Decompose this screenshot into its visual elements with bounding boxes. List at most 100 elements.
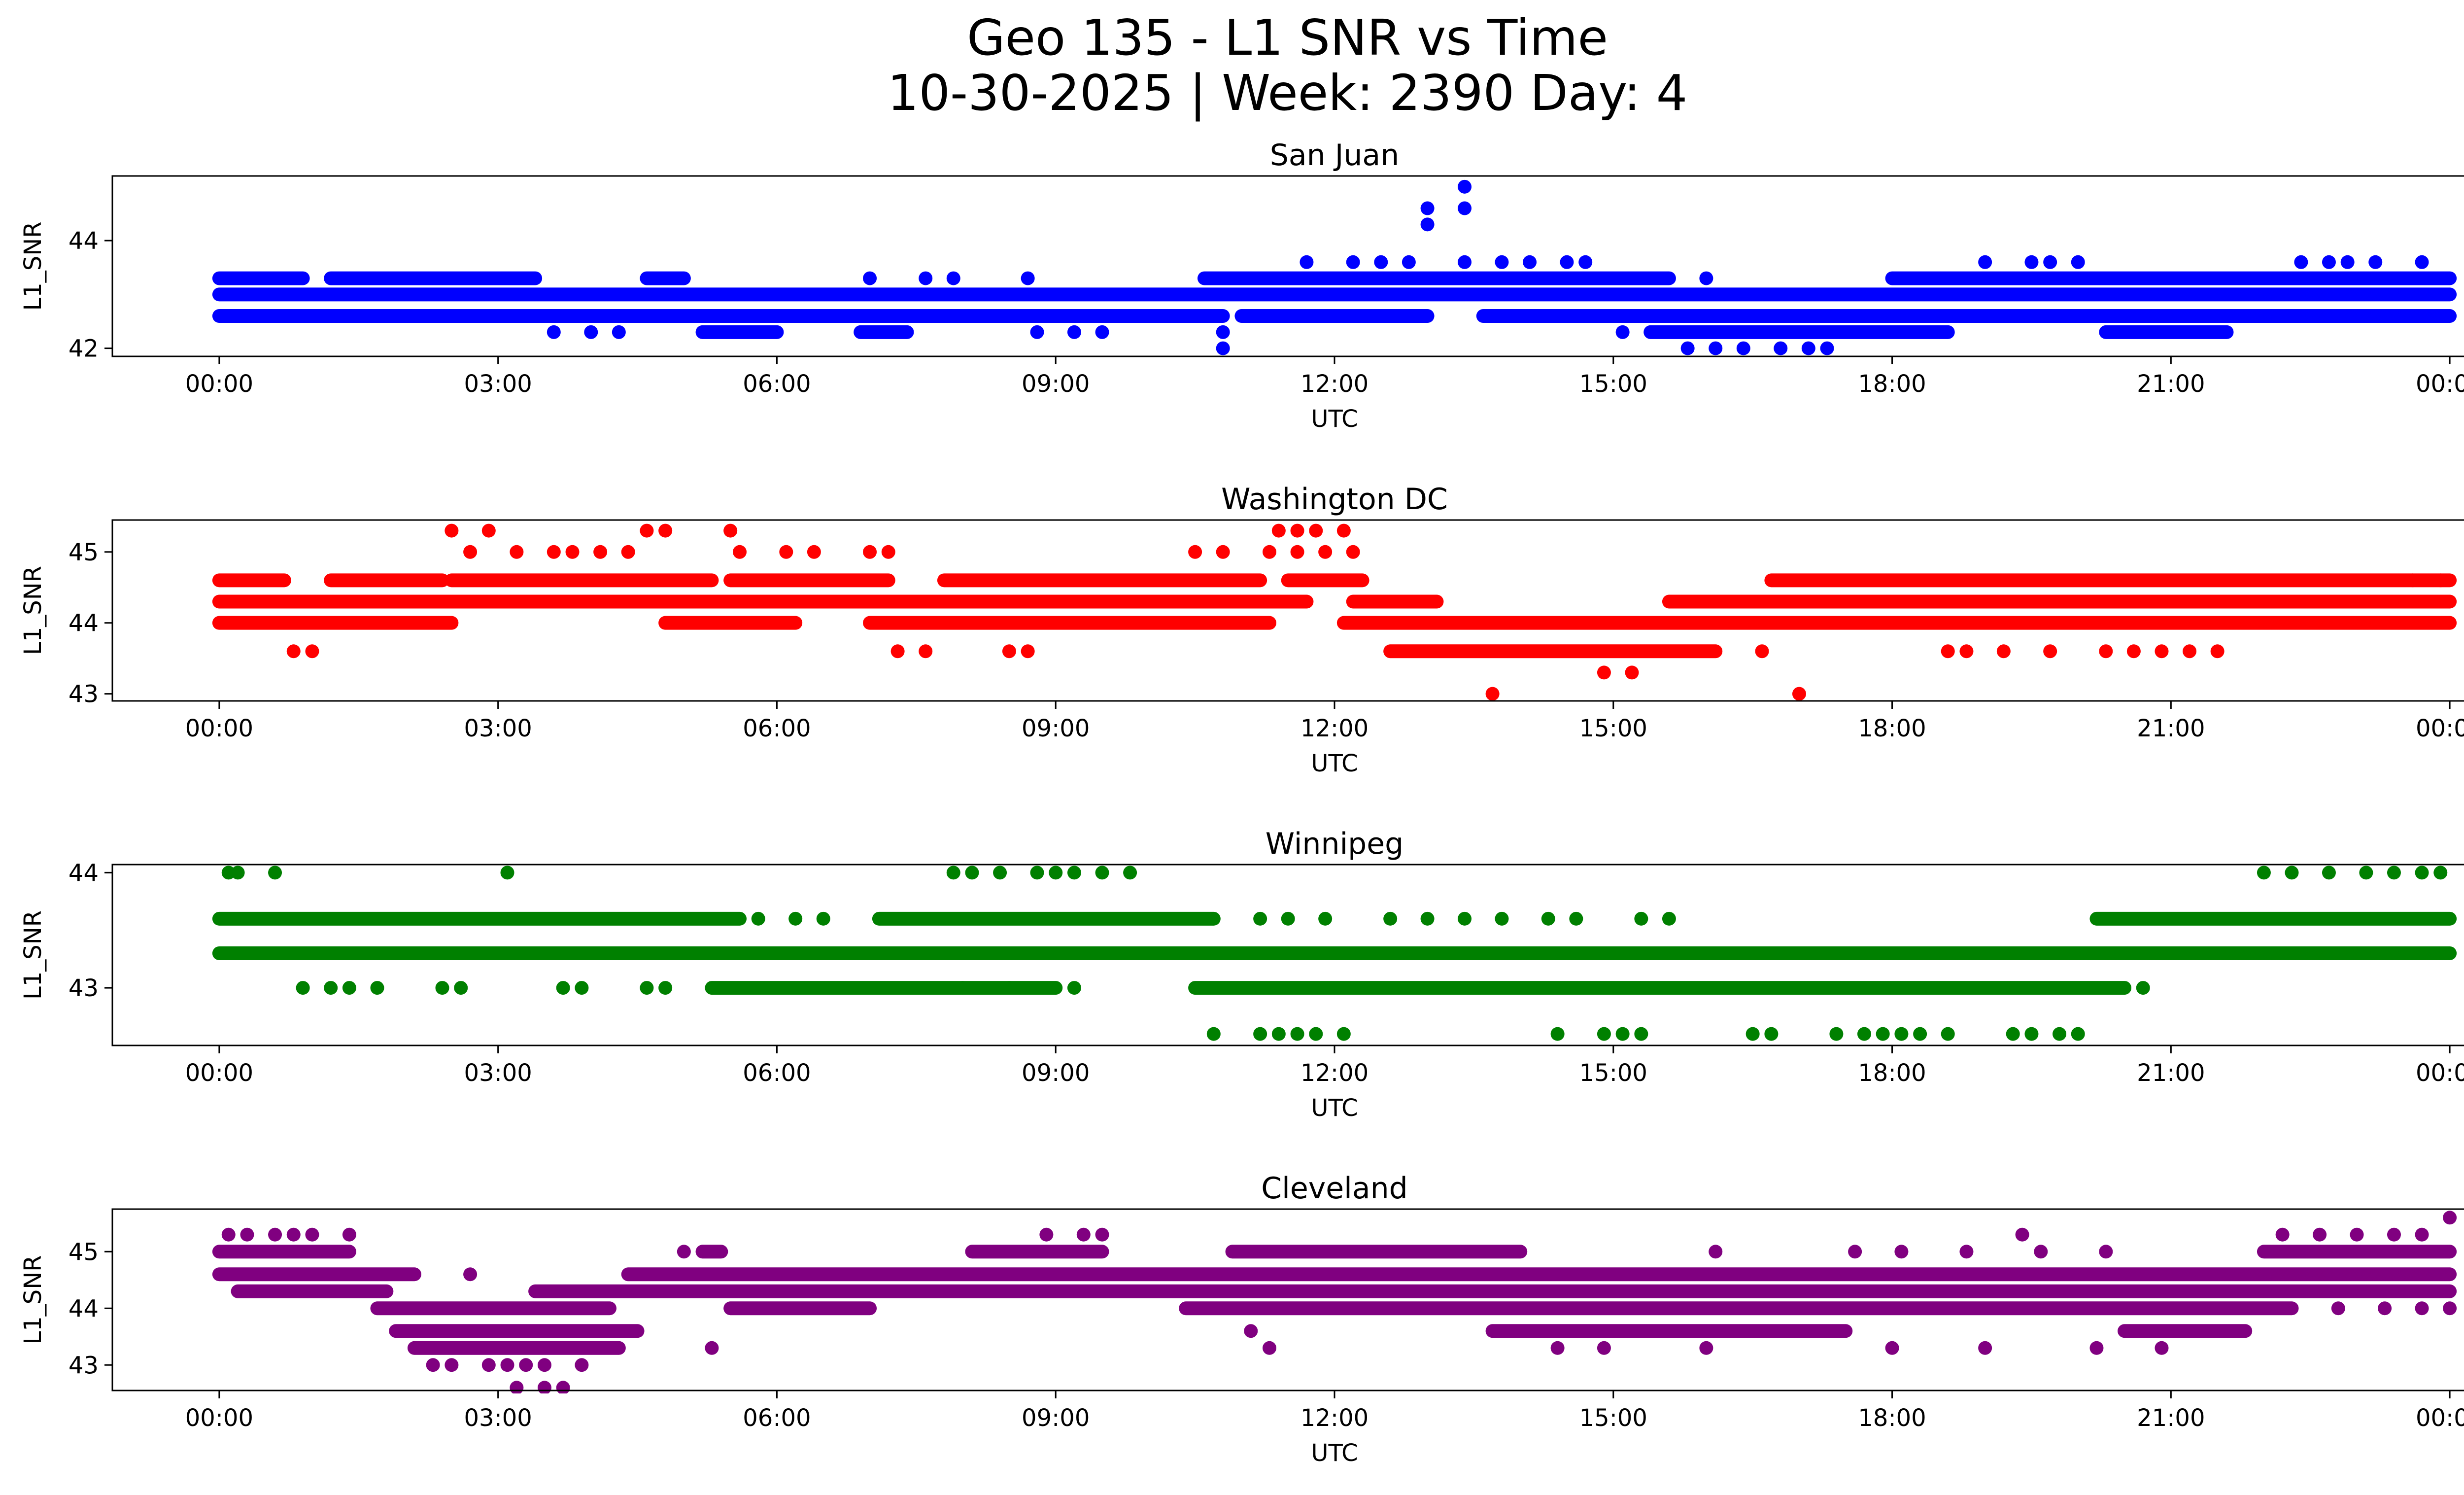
data-point [1978, 1341, 1992, 1355]
data-point [547, 545, 561, 559]
x-tick-label: 03:00 [464, 370, 532, 398]
data-point [1857, 1027, 1871, 1041]
data-point [2053, 1027, 2067, 1041]
x-tick-label: 18:00 [1858, 715, 1926, 742]
data-point [370, 981, 384, 995]
data-point [751, 911, 765, 926]
data-point [1244, 1324, 1258, 1338]
marker-run [854, 325, 914, 339]
data-point [1253, 911, 1267, 926]
y-axis-label: L1_SNR [19, 1255, 47, 1344]
marker-run [212, 287, 2457, 302]
data-point [1309, 523, 1323, 538]
marker-run [621, 1267, 2457, 1282]
data-point [2350, 309, 2364, 323]
data-point [1188, 545, 1202, 559]
marker-run [640, 271, 691, 285]
data-point [575, 1358, 589, 1372]
data-point [1253, 1027, 1267, 1041]
data-point [2275, 1227, 2290, 1242]
data-point [946, 271, 960, 285]
x-tick-label: 12:00 [1300, 1404, 1369, 1432]
marker-run [1885, 271, 2457, 285]
data-point [1067, 981, 1081, 995]
data-point [1002, 981, 1016, 995]
data-point [500, 1358, 514, 1372]
marker-run [212, 573, 291, 588]
data-point [240, 1227, 254, 1242]
data-point [1634, 911, 1648, 926]
marker-run [937, 573, 1267, 588]
data-point [2155, 644, 2169, 659]
x-tick-label: 21:00 [2137, 370, 2205, 398]
data-point [863, 545, 877, 559]
data-point [1755, 644, 1769, 659]
data-point [640, 981, 654, 995]
data-point [1597, 1027, 1611, 1041]
axes-frame [111, 519, 2464, 702]
x-tick-label: 18:00 [1858, 1404, 1926, 1432]
data-point [2155, 1341, 2169, 1355]
marker-run [1346, 594, 1444, 609]
data-point [2322, 255, 2336, 269]
data-point [1067, 325, 1081, 339]
data-point [1374, 255, 1388, 269]
data-point [286, 1227, 301, 1242]
data-point [1578, 255, 1593, 269]
data-point [1216, 545, 1230, 559]
data-point [1709, 341, 1723, 355]
data-point [1996, 644, 2011, 659]
marker-run [407, 1341, 626, 1355]
x-axis-label: UTC [1311, 1439, 1358, 1467]
x-tick-label: 00:00 [185, 1404, 253, 1432]
data-point [286, 644, 301, 659]
chart-panel-washington-dc: Washington DC 00:00 03:00 06:00 09:00 12:00 15… [19, 482, 2464, 777]
x-tick-label: 12:00 [1300, 370, 1369, 398]
data-point [2136, 981, 2150, 995]
data-point [1550, 1341, 1565, 1355]
data-point [779, 545, 793, 559]
data-point [1458, 201, 1472, 215]
data-point [1290, 1027, 1304, 1041]
data-point [1336, 523, 1351, 538]
data-point [1978, 255, 1992, 269]
x-tick-label: 15:00 [1579, 1059, 1647, 1087]
data-point [1030, 866, 1044, 880]
marker-run [872, 911, 1221, 926]
data-point [426, 1358, 440, 1372]
data-point [1941, 1027, 1955, 1041]
figure-title-line-2: 10-30-2025 | Week: 2390 Day: 4 [887, 64, 1688, 122]
data-point [1876, 1027, 1890, 1041]
data-point [956, 981, 970, 995]
data-point [2415, 255, 2429, 269]
data-point [1959, 1245, 1974, 1259]
data-point [2099, 644, 2113, 659]
data-point [1774, 341, 1788, 355]
data-point [1699, 271, 1713, 285]
data-point [2405, 573, 2420, 588]
data-point [1764, 1027, 1779, 1041]
data-point [268, 1227, 282, 1242]
marker-run [1383, 644, 1723, 659]
data-point [2071, 1027, 2085, 1041]
data-point [946, 866, 960, 880]
data-point [1030, 325, 1044, 339]
marker-run [2089, 911, 2457, 926]
data-point [2387, 866, 2401, 880]
data-point [2071, 255, 2085, 269]
y-tick-label: 44 [68, 1295, 99, 1322]
data-point [1262, 1341, 1276, 1355]
data-point [2257, 866, 2271, 880]
data-point [788, 911, 803, 926]
data-point [1318, 911, 1333, 926]
x-tick-label: 06:00 [743, 1404, 811, 1432]
data-point [500, 866, 514, 880]
data-point [1699, 1341, 1713, 1355]
panel-title: Cleveland [1261, 1171, 1407, 1206]
data-point [1680, 341, 1695, 355]
axes-frame [111, 175, 2464, 357]
marker-run [1476, 309, 2457, 323]
data-point [863, 271, 877, 285]
chart-panel-winnipeg: Winnipeg 00:00 03:00 06:00 09:00 12:00 15:00 18… [19, 827, 2464, 1122]
marker-run [2257, 1245, 2457, 1259]
